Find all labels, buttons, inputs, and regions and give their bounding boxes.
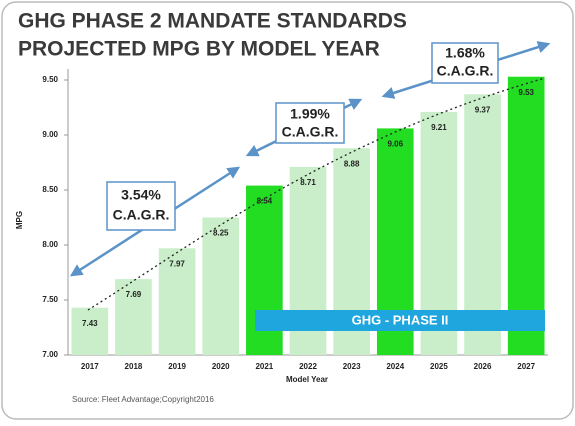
banner-text: GHG - PHASE II — [352, 312, 449, 327]
bar — [71, 307, 109, 355]
value-label: 9.06 — [387, 140, 403, 149]
value-label: 9.37 — [475, 105, 491, 114]
x-tick-label: 2019 — [168, 362, 186, 371]
value-label: 8.71 — [300, 178, 316, 187]
annotation: 3.54% — [121, 187, 161, 203]
y-tick-label: 8.00 — [42, 240, 58, 249]
x-axis-label: Model Year — [286, 375, 328, 384]
annotation: 1.68% — [445, 45, 485, 61]
bar — [507, 76, 545, 355]
x-tick-label: 2024 — [386, 362, 404, 371]
y-tick-label: 8.50 — [42, 185, 58, 194]
annotation: C.A.G.R. — [437, 63, 494, 79]
chart-title-line-1: GHG PHASE 2 MANDATE STANDARDS — [18, 10, 407, 33]
value-label: 8.54 — [257, 197, 273, 206]
annotation: 1.99% — [290, 106, 330, 122]
annotation: C.A.G.R. — [113, 207, 170, 223]
x-tick-label: 2025 — [430, 362, 448, 371]
value-label: 7.97 — [169, 259, 185, 268]
y-tick-label: 9.00 — [42, 130, 58, 139]
value-label: 8.25 — [213, 229, 229, 238]
x-tick-label: 2020 — [212, 362, 230, 371]
x-tick-label: 2022 — [299, 362, 317, 371]
value-label: 8.88 — [344, 159, 360, 168]
y-axis-label: MPG — [15, 211, 24, 229]
value-label: 9.21 — [431, 123, 447, 132]
value-label: 9.53 — [518, 88, 534, 97]
x-tick-label: 2017 — [81, 362, 99, 371]
y-tick-label: 7.50 — [42, 295, 58, 304]
annotation: C.A.G.R. — [282, 124, 339, 140]
source: Source: Fleet Advantage;Copyright2016 — [72, 395, 214, 404]
value-label: 7.43 — [82, 319, 98, 328]
value-label: 7.69 — [126, 290, 142, 299]
banner — [255, 310, 545, 331]
x-tick-label: 2023 — [343, 362, 361, 371]
x-tick-label: 2018 — [125, 362, 143, 371]
x-tick-label: 2021 — [255, 362, 273, 371]
y-tick-label: 9.50 — [42, 75, 58, 84]
annotation-box — [431, 42, 499, 84]
y-tick-label: 7.00 — [42, 350, 58, 359]
bar — [202, 217, 240, 355]
x-tick-label: 2027 — [517, 362, 535, 371]
chart-title-line-2: PROJECTED MPG BY MODEL YEAR — [18, 38, 380, 61]
bar — [115, 279, 152, 355]
annotation-box — [275, 102, 345, 144]
trend-line — [87, 77, 546, 311]
annotation-box — [106, 181, 176, 231]
x-tick-label: 2026 — [474, 362, 492, 371]
